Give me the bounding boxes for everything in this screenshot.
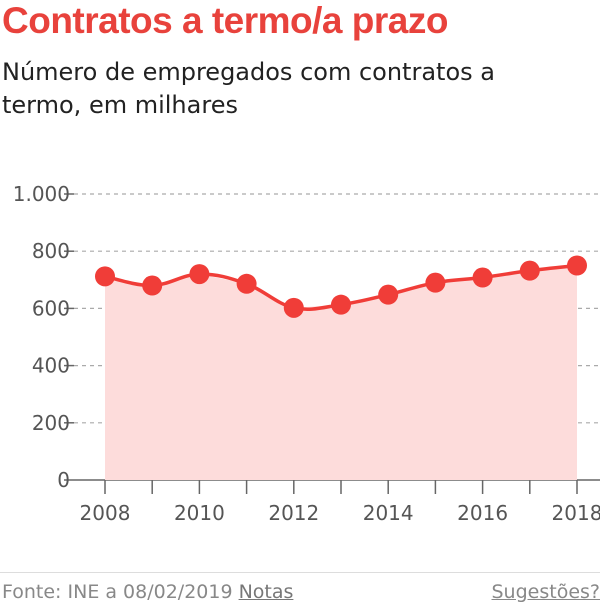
x-tick-label: 2018 <box>552 501 600 525</box>
y-tick-label: 200 <box>32 411 70 435</box>
source-text: Fonte: INE a 08/02/2019 <box>2 581 233 603</box>
footer: Fonte: INE a 08/02/2019 Notas Sugestões? <box>0 572 600 613</box>
data-point <box>142 276 162 296</box>
x-tick-label: 2010 <box>174 501 225 525</box>
data-point <box>425 273 445 293</box>
data-point <box>284 298 304 318</box>
data-point <box>331 295 351 315</box>
x-axis-ticks: 2008 2010 2012 2014 2016 2018 <box>80 501 600 525</box>
suggestions-link[interactable]: Sugestões? <box>492 581 600 603</box>
data-point <box>567 256 587 276</box>
data-point <box>95 266 115 286</box>
y-tick-label: 400 <box>32 354 70 378</box>
data-point <box>378 285 398 305</box>
data-point <box>189 264 209 284</box>
y-tick-label: 800 <box>32 239 70 263</box>
notes-link[interactable]: Notas <box>239 581 294 603</box>
y-tick-label: 0 <box>57 468 70 492</box>
source-line: Fonte: INE a 08/02/2019 Notas <box>2 581 293 603</box>
y-axis-ticks: 0 200 400 600 800 1.000 <box>13 182 70 492</box>
x-tick-label: 2008 <box>80 501 131 525</box>
data-point <box>237 274 257 294</box>
x-tick-label: 2014 <box>363 501 414 525</box>
x-tick-label: 2012 <box>268 501 319 525</box>
data-point <box>473 268 493 288</box>
y-tick-label: 600 <box>32 296 70 320</box>
y-tick-label: 1.000 <box>13 182 70 206</box>
x-tick-label: 2016 <box>457 501 508 525</box>
data-point <box>520 261 540 281</box>
